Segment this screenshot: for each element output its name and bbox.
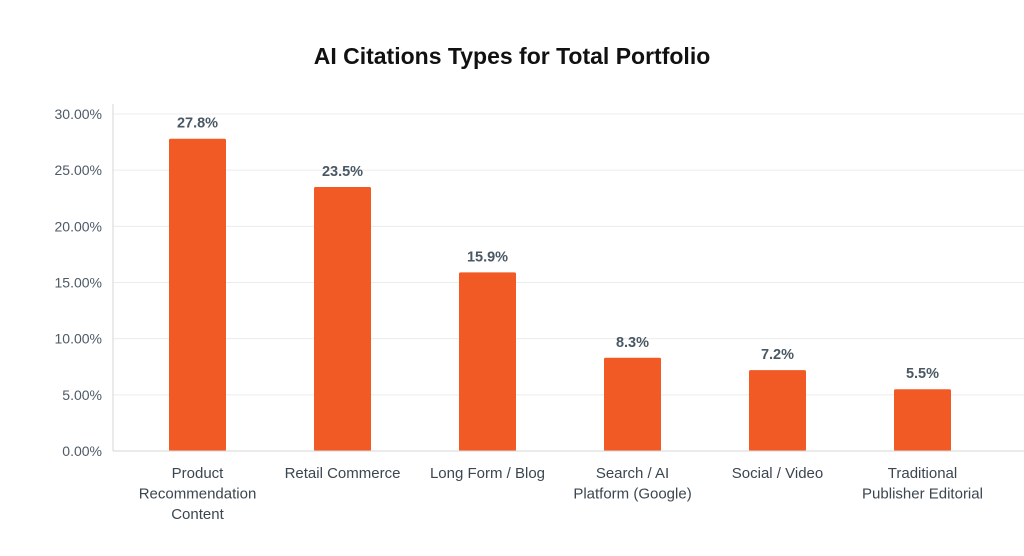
data-label: 8.3% [616,335,649,351]
y-tick-label: 30.00% [55,106,102,122]
data-label: 23.5% [322,164,363,180]
y-tick-label: 10.00% [55,331,102,347]
data-label: 15.9% [467,249,508,265]
data-label: 27.8% [177,116,218,132]
y-tick-label: 25.00% [55,162,102,178]
y-tick-label: 20.00% [55,218,102,234]
data-label: 5.5% [906,366,939,382]
x-tick-label: Traditional Publisher Editorial [862,465,983,503]
bar [459,272,516,451]
y-tick-label: 0.00% [62,443,102,459]
bar [169,138,226,452]
y-axis: 0.00% 5.00% 10.00% 15.00% 20.00% 25.00% 30.00% [55,104,114,459]
data-label: 7.2% [761,347,794,363]
x-tick-label: Social / Video [732,465,823,482]
x-tick-label: Search / AI Platform (Google) [573,465,691,503]
x-axis: Product Recommendation Content Retail Comme… [113,450,1024,523]
x-tick-label: Product Recommendation Content [139,465,257,523]
bars [169,138,951,452]
bar [314,187,371,451]
gridlines [113,113,1024,396]
bar [894,389,951,451]
chart-title: AI Citations Types for Total Portfolio [314,43,711,69]
y-tick-label: 5.00% [62,387,102,403]
x-tick-label: Long Form / Blog [430,465,545,482]
bar [604,357,661,451]
bar [749,370,806,451]
y-tick-label: 15.00% [55,275,102,291]
x-tick-label: Retail Commerce [285,465,401,482]
data-labels: 27.8% 23.5% 15.9% 8.3% 7.2% 5.5% [177,116,939,383]
